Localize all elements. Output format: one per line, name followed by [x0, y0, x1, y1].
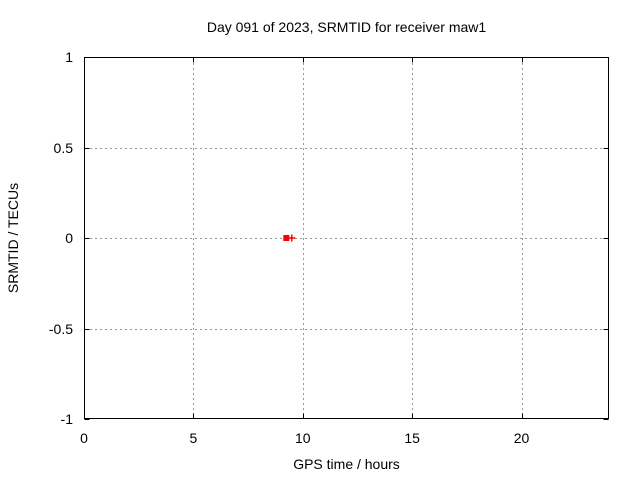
x-axis-label: GPS time / hours — [293, 456, 400, 472]
x-tick-label: 20 — [513, 430, 530, 446]
y-tick-label: -1 — [60, 411, 73, 427]
y-tick-label: 0 — [65, 230, 73, 246]
x-tick-label: 0 — [80, 430, 88, 446]
x-tick-label: 15 — [404, 430, 420, 446]
x-tick-label: 10 — [294, 430, 311, 446]
y-tick-label: 1 — [65, 49, 73, 65]
chart-title: Day 091 of 2023, SRMTID for receiver maw… — [206, 19, 487, 35]
x-tick-label: 5 — [189, 430, 198, 446]
data-point-square — [283, 235, 290, 241]
y-tick-label: 0.5 — [53, 139, 73, 156]
y-tick-label: -0.5 — [48, 320, 73, 337]
